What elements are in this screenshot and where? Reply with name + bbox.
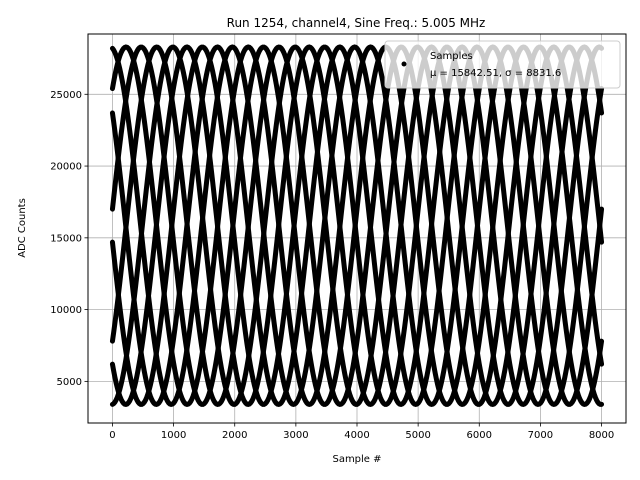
x-tick-label: 2000 xyxy=(222,430,247,441)
y-tick-label: 10000 xyxy=(50,305,82,316)
y-axis-label: ADC Counts xyxy=(17,198,28,258)
x-tick-label: 0 xyxy=(109,430,115,441)
y-tick-label: 5000 xyxy=(57,377,82,388)
x-tick-label: 1000 xyxy=(161,430,186,441)
x-tick-label: 8000 xyxy=(589,430,614,441)
x-tick-label: 5000 xyxy=(405,430,430,441)
legend-marker xyxy=(401,61,407,67)
y-tick-label: 25000 xyxy=(50,90,82,101)
legend-label: Samples xyxy=(430,51,473,62)
legend: Samples μ = 15842.51, σ = 8831.6 xyxy=(384,40,621,89)
chart-title: Run 1254, channel4, Sine Freq.: 5.005 MH… xyxy=(227,16,486,30)
x-axis: 0 1000 2000 3000 4000 5000 6000 7000 8000 xyxy=(109,423,614,441)
sample-band-7 xyxy=(109,44,605,408)
y-tick-label: 15000 xyxy=(50,233,82,244)
legend-box xyxy=(384,40,621,89)
x-tick-label: 6000 xyxy=(467,430,492,441)
sample-band-8 xyxy=(109,44,605,407)
x-tick-label: 7000 xyxy=(528,430,553,441)
x-tick-label: 4000 xyxy=(344,430,369,441)
x-tick-label: 3000 xyxy=(283,430,308,441)
y-axis: 5000 10000 15000 20000 25000 xyxy=(50,90,88,388)
legend-stats: μ = 15842.51, σ = 8831.6 xyxy=(430,68,561,79)
x-axis-label: Sample # xyxy=(332,454,381,465)
y-tick-label: 20000 xyxy=(50,162,82,173)
